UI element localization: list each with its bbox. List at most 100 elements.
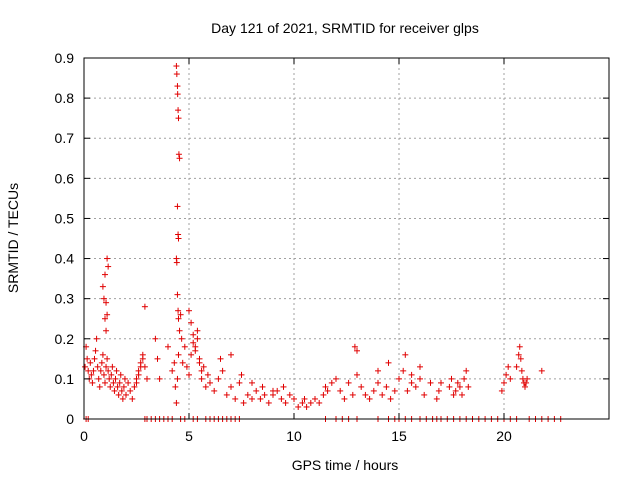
data-point (99, 351, 106, 358)
plot-frame (83, 57, 610, 420)
data-point (501, 379, 507, 386)
data-point (261, 391, 268, 398)
x-tick-label: 20 (496, 428, 512, 444)
data-point (316, 399, 323, 406)
data-point (91, 355, 98, 362)
data-point (278, 395, 285, 402)
data-point (92, 347, 99, 354)
data-point (174, 203, 181, 210)
data-point (438, 379, 444, 386)
data-point (358, 383, 365, 390)
data-point (249, 395, 255, 402)
data-point (100, 371, 107, 378)
data-point (207, 379, 213, 386)
data-point (236, 379, 243, 386)
data-point (387, 395, 394, 402)
data-point (280, 383, 287, 390)
data-point (102, 379, 108, 386)
grid (84, 58, 609, 419)
data-point (103, 363, 110, 370)
data-point (188, 319, 195, 326)
data-point (518, 367, 525, 374)
data-point (513, 363, 520, 370)
data-point (190, 331, 197, 338)
data-point (435, 387, 442, 394)
data-point (194, 335, 201, 342)
data-point (102, 315, 108, 322)
data-point (333, 375, 339, 382)
data-point (139, 355, 146, 362)
data-point (175, 351, 182, 358)
data-point (183, 363, 190, 370)
chart-title: Day 121 of 2021, SRMTID for receiver glp… (211, 20, 479, 36)
data-point (82, 363, 89, 370)
data-point (232, 395, 239, 402)
data-point (135, 371, 142, 378)
data-point (108, 371, 115, 378)
data-point (172, 383, 179, 390)
data-point (417, 363, 423, 370)
data-point (105, 263, 112, 270)
data-point (119, 395, 126, 402)
data-point (85, 367, 92, 374)
data-point (174, 83, 181, 90)
data-point (351, 343, 358, 350)
data-point (301, 395, 308, 402)
data-point (169, 367, 176, 374)
data-point (144, 375, 150, 382)
data-point (127, 387, 134, 394)
data-point (433, 395, 440, 402)
data-point (171, 359, 178, 366)
data-point (196, 355, 203, 362)
data-point (507, 375, 514, 382)
data-point (400, 367, 407, 374)
y-tick-label: 0 (66, 411, 74, 427)
data-point (175, 315, 182, 322)
data-point (95, 375, 102, 382)
data-point (133, 379, 140, 386)
data-point (174, 291, 181, 298)
y-tick-label: 0.8 (55, 90, 75, 106)
data-point (123, 391, 129, 398)
data-points (82, 63, 564, 422)
y-tick-labels: 0 0.1 0.2 0.3 0.4 0.5 0.6 0.7 0.8 0.9 (55, 50, 75, 427)
data-point (137, 363, 144, 370)
data-point (173, 71, 180, 78)
data-point (385, 359, 392, 366)
y-tick-label: 0.5 (55, 210, 75, 226)
data-point (452, 387, 459, 394)
data-point (354, 347, 360, 354)
data-point (282, 399, 289, 406)
data-point (177, 311, 184, 318)
data-point (295, 403, 302, 410)
data-point (111, 387, 118, 394)
data-point (100, 295, 107, 302)
data-point (312, 395, 318, 402)
data-point (192, 343, 199, 350)
data-point (383, 383, 390, 390)
data-point (97, 367, 104, 374)
data-point (337, 387, 344, 394)
data-point (104, 355, 111, 362)
data-point (181, 343, 188, 350)
data-point (375, 367, 381, 374)
data-point (341, 395, 348, 402)
data-point (141, 303, 148, 310)
data-point (328, 379, 335, 386)
data-point (375, 379, 381, 386)
data-point (200, 363, 207, 370)
data-point (173, 399, 180, 406)
data-point (105, 367, 112, 374)
data-point (176, 155, 183, 162)
data-point (354, 371, 360, 378)
data-point (116, 379, 123, 386)
data-point (456, 383, 463, 390)
data-point (104, 255, 111, 262)
data-point (240, 399, 247, 406)
data-point (110, 379, 117, 386)
y-axis-label: SRMTID / TECUs (5, 183, 21, 293)
data-point (179, 359, 186, 366)
data-point (454, 379, 461, 386)
data-point (379, 391, 386, 398)
data-point (173, 259, 180, 266)
